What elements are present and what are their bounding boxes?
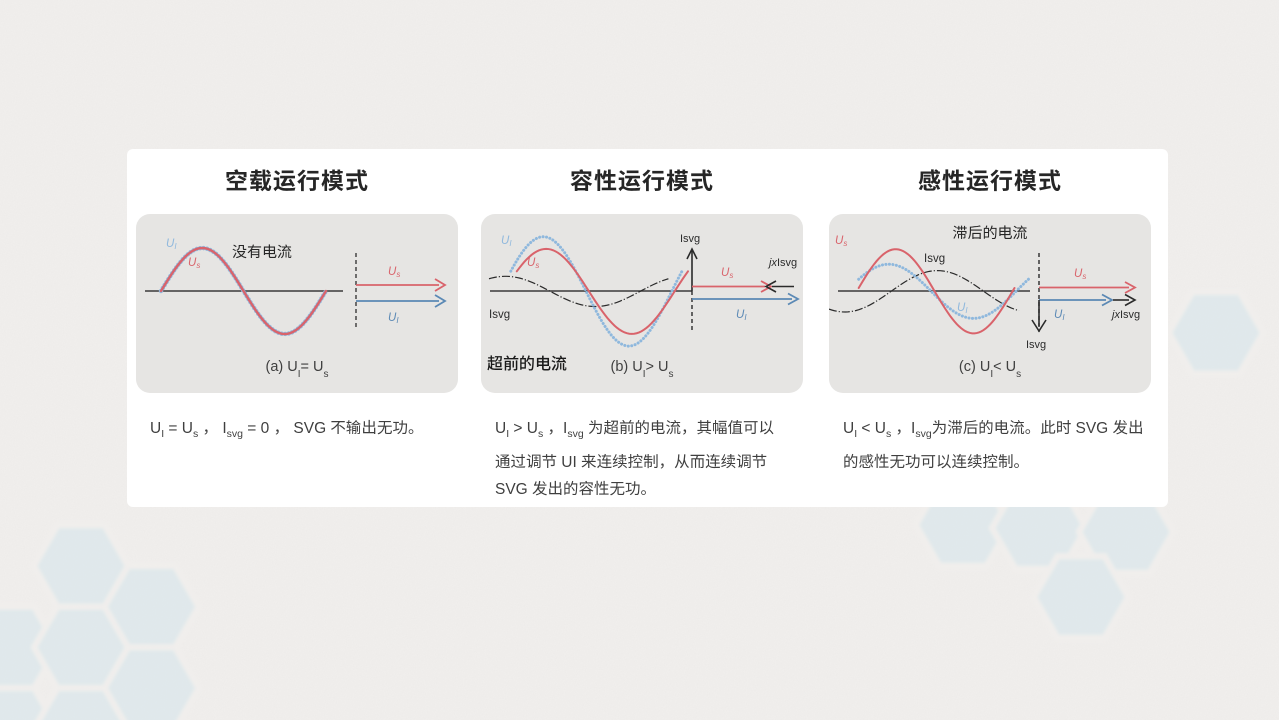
svg-text:Isvg: Isvg [924,253,945,265]
svg-text:Isvg: Isvg [1026,339,1046,351]
svg-text:Us: Us [835,235,847,248]
svg-text:Us: Us [1074,268,1086,281]
svg-text:Us: Us [388,266,400,279]
svg-text:jxIsvg: jxIsvg [767,257,797,269]
svg-text:Us: Us [527,257,539,270]
svg-text:Us: Us [721,267,733,280]
svg-text:滞后的电流: 滞后的电流 [952,224,1027,242]
svg-text:UI: UI [388,312,399,325]
svg-text:UI: UI [501,235,512,248]
svg-text:Isvg: Isvg [489,309,510,321]
svg-text:jxIsvg: jxIsvg [1110,309,1140,321]
svg-text:没有电流: 没有电流 [232,244,292,261]
svg-text:UI: UI [166,238,177,251]
svg-text:UI: UI [957,302,968,315]
svg-text:Us: Us [188,257,200,270]
svg-text:Isvg: Isvg [680,233,700,245]
svg-text:UI: UI [736,309,747,322]
svg-text:UI: UI [1054,309,1065,322]
